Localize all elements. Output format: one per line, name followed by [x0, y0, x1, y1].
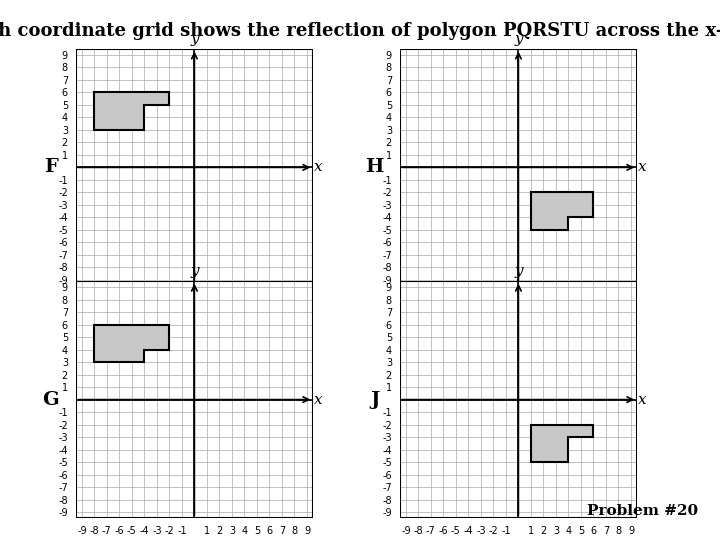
Text: y: y	[190, 32, 199, 46]
Text: x: x	[315, 160, 323, 174]
Text: y: y	[514, 264, 523, 278]
Polygon shape	[94, 325, 169, 362]
Text: F: F	[44, 158, 58, 177]
Text: Problem #20: Problem #20	[588, 504, 698, 518]
Polygon shape	[531, 192, 593, 230]
Polygon shape	[531, 424, 593, 462]
Text: H: H	[366, 158, 384, 177]
Text: G: G	[42, 390, 59, 409]
Text: y: y	[190, 264, 199, 278]
Text: y: y	[514, 32, 523, 46]
Text: x: x	[315, 393, 323, 407]
Polygon shape	[94, 92, 169, 130]
Text: x: x	[639, 393, 647, 407]
Text: J: J	[370, 390, 379, 409]
Text: x: x	[639, 160, 647, 174]
Text: Which coordinate grid shows the reflection of polygon PQRSTU across the x-axis?: Which coordinate grid shows the reflecti…	[0, 22, 720, 39]
